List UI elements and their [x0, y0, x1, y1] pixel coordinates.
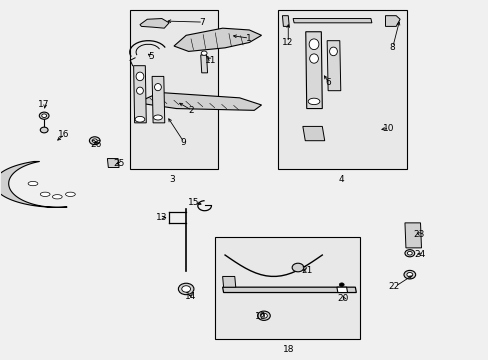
- Text: 16: 16: [58, 130, 69, 139]
- Ellipse shape: [92, 139, 97, 143]
- Text: 20: 20: [337, 294, 348, 303]
- Ellipse shape: [339, 283, 344, 287]
- Ellipse shape: [52, 195, 62, 199]
- Text: 8: 8: [388, 42, 394, 51]
- Text: 12: 12: [281, 38, 292, 47]
- Ellipse shape: [136, 87, 143, 94]
- Ellipse shape: [201, 51, 206, 55]
- Text: 24: 24: [413, 250, 424, 259]
- Text: 13: 13: [156, 213, 167, 222]
- Polygon shape: [152, 76, 164, 123]
- Ellipse shape: [291, 263, 303, 272]
- Ellipse shape: [28, 181, 38, 186]
- Polygon shape: [282, 16, 288, 26]
- Polygon shape: [292, 18, 371, 23]
- Text: 23: 23: [413, 230, 425, 239]
- Text: 7: 7: [199, 18, 204, 27]
- Text: 21: 21: [301, 266, 312, 275]
- Bar: [215, 237, 360, 339]
- Ellipse shape: [407, 251, 411, 255]
- Polygon shape: [302, 126, 324, 141]
- Polygon shape: [222, 276, 235, 287]
- Polygon shape: [336, 287, 347, 293]
- Polygon shape: [201, 55, 207, 73]
- Text: 5: 5: [148, 52, 154, 61]
- Ellipse shape: [40, 192, 50, 197]
- Text: 11: 11: [204, 56, 216, 65]
- Polygon shape: [326, 41, 340, 91]
- Text: 19: 19: [254, 312, 266, 321]
- Polygon shape: [174, 28, 261, 51]
- Text: 3: 3: [169, 175, 175, 184]
- Ellipse shape: [308, 39, 318, 50]
- Polygon shape: [222, 287, 356, 293]
- Polygon shape: [404, 223, 421, 248]
- Ellipse shape: [65, 192, 75, 197]
- Ellipse shape: [153, 115, 162, 120]
- Ellipse shape: [39, 112, 49, 119]
- Ellipse shape: [403, 270, 415, 279]
- Text: 25: 25: [114, 159, 125, 168]
- Ellipse shape: [136, 72, 143, 81]
- Text: 18: 18: [282, 345, 293, 354]
- Ellipse shape: [41, 114, 46, 117]
- Ellipse shape: [89, 137, 100, 145]
- Text: 17: 17: [39, 100, 50, 109]
- Polygon shape: [140, 93, 261, 111]
- Ellipse shape: [182, 286, 190, 292]
- Ellipse shape: [40, 127, 48, 133]
- Ellipse shape: [329, 47, 337, 56]
- Polygon shape: [305, 32, 322, 109]
- Ellipse shape: [257, 311, 270, 320]
- Polygon shape: [133, 66, 146, 123]
- Polygon shape: [0, 162, 67, 207]
- Ellipse shape: [154, 84, 161, 91]
- Polygon shape: [107, 158, 119, 167]
- Text: 1: 1: [245, 34, 251, 43]
- Polygon shape: [140, 18, 169, 28]
- Ellipse shape: [309, 54, 318, 63]
- Text: 10: 10: [382, 124, 393, 133]
- Ellipse shape: [135, 116, 144, 122]
- Ellipse shape: [178, 283, 194, 295]
- Bar: [130, 10, 217, 169]
- Ellipse shape: [260, 313, 267, 318]
- Text: 9: 9: [180, 138, 186, 147]
- Ellipse shape: [406, 273, 412, 277]
- Text: 26: 26: [90, 140, 102, 149]
- Text: 2: 2: [188, 106, 193, 115]
- Bar: [277, 10, 407, 169]
- Text: 22: 22: [388, 282, 399, 291]
- Polygon shape: [385, 16, 399, 26]
- Ellipse shape: [404, 249, 414, 257]
- Text: 6: 6: [325, 78, 330, 87]
- Text: 4: 4: [338, 175, 344, 184]
- Text: 15: 15: [187, 198, 199, 207]
- Ellipse shape: [307, 98, 319, 105]
- Text: 14: 14: [185, 292, 196, 301]
